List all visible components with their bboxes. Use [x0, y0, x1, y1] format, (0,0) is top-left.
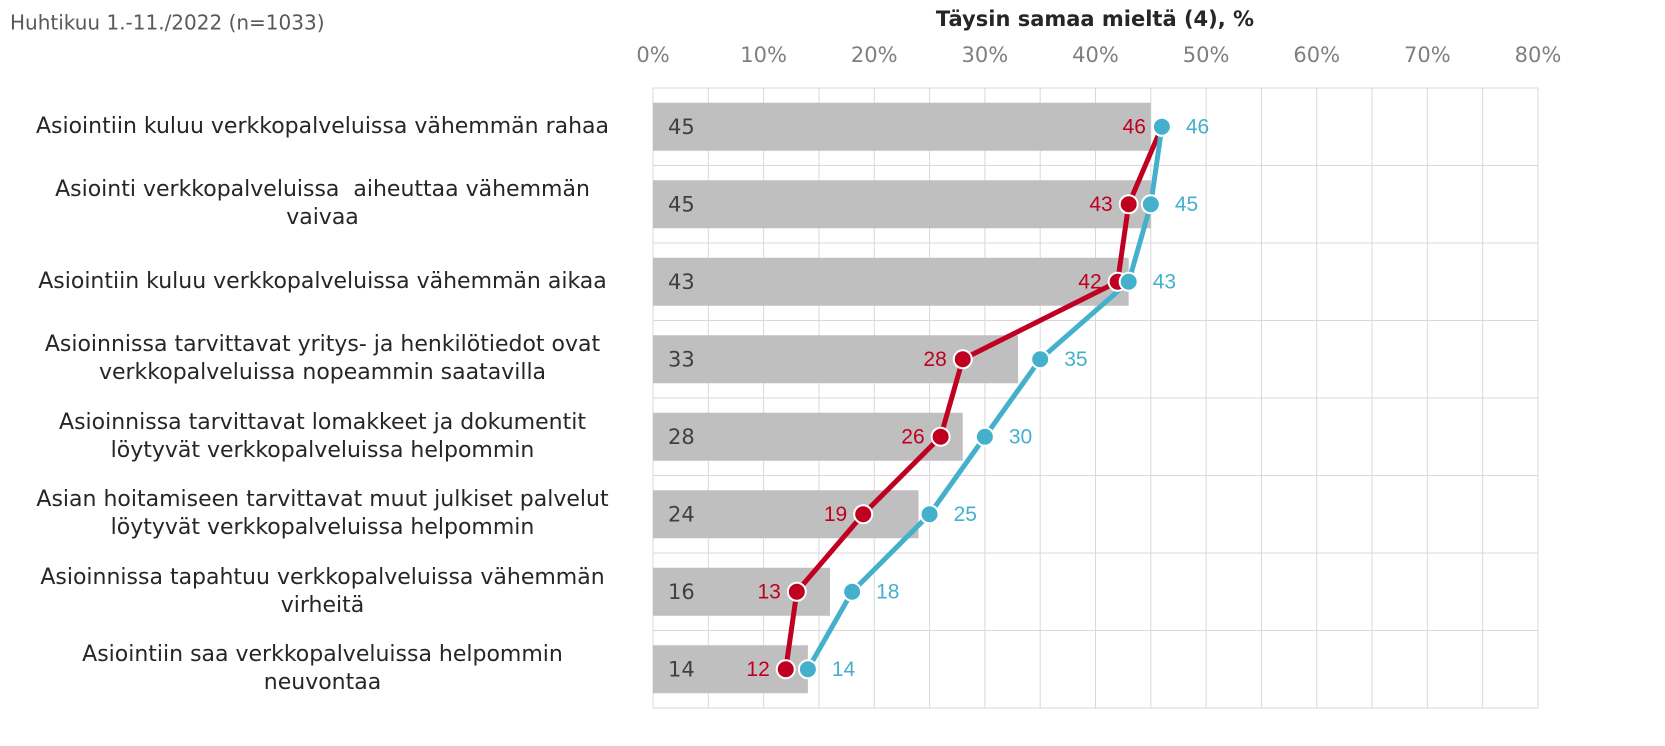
series-point — [853, 504, 874, 525]
category-label: Asioinnissa tarvittavat lomakkeet ja dok… — [59, 409, 586, 463]
point-label: 12 — [746, 658, 769, 681]
bar — [653, 102, 1151, 151]
point-label: 28 — [923, 348, 946, 371]
bar-value-label: 45 — [668, 192, 695, 216]
bar — [653, 180, 1151, 229]
axis-title: Täysin samaa mieltä (4), % — [936, 7, 1254, 31]
series-point — [775, 659, 796, 680]
category-label: Asioinnissa tarvittavat yritys- ja henki… — [44, 332, 601, 386]
category-label: Asian hoitamiseen tarvittavat muut julki… — [36, 487, 609, 541]
series-point — [842, 581, 863, 602]
bar-value-label: 45 — [668, 115, 695, 139]
series-point — [1140, 194, 1161, 215]
x-tick-label: 30% — [962, 43, 1009, 67]
point-label: 43 — [1089, 193, 1112, 216]
point-label: 14 — [832, 658, 856, 681]
x-tick-label: 60% — [1293, 43, 1340, 67]
bar-value-label: 14 — [668, 657, 695, 681]
point-label: 18 — [876, 580, 899, 603]
point-label: 45 — [1175, 193, 1198, 216]
category-label: Asiointiin kuluu verkkopalveluissa vähem… — [38, 268, 607, 294]
bar-value-label: 33 — [668, 347, 695, 371]
series-point — [930, 426, 951, 447]
bar-value-label: 28 — [668, 425, 695, 449]
series-point — [1030, 349, 1051, 370]
series-point — [1118, 194, 1139, 215]
series-point — [952, 349, 973, 370]
series-point — [919, 504, 940, 525]
point-label: 42 — [1078, 270, 1101, 293]
point-label: 30 — [1009, 425, 1032, 448]
bar — [653, 257, 1129, 306]
bar — [653, 490, 919, 539]
point-label: 46 — [1123, 115, 1146, 138]
series-point — [974, 426, 995, 447]
category-label: Asiointiin kuluu verkkopalveluissa vähem… — [35, 113, 610, 139]
x-tick-label: 80% — [1515, 43, 1562, 67]
category-label: Asiointiin saa verkkopalveluissa helpomm… — [82, 642, 563, 696]
bar-value-label: 24 — [668, 502, 695, 526]
x-tick-label: 50% — [1183, 43, 1230, 67]
series-point — [1151, 116, 1172, 137]
point-label: 19 — [824, 503, 847, 526]
point-label: 26 — [901, 425, 924, 448]
point-label: 35 — [1064, 348, 1087, 371]
series-point — [786, 581, 807, 602]
x-tick-label: 10% — [740, 43, 787, 67]
point-label: 13 — [757, 580, 780, 603]
x-tick-label: 40% — [1072, 43, 1119, 67]
x-tick-label: 20% — [851, 43, 898, 67]
point-label: 25 — [954, 503, 977, 526]
series-line — [805, 126, 1165, 671]
bar-value-label: 43 — [668, 270, 695, 294]
x-tick-label: 70% — [1404, 43, 1451, 67]
subtitle: Huhtikuu 1.-11./2022 (n=1033) — [10, 11, 325, 35]
bar — [653, 412, 963, 461]
series-point — [797, 659, 818, 680]
x-tick-label: 0% — [636, 43, 669, 67]
series-point — [1118, 271, 1139, 292]
point-label: 43 — [1153, 270, 1176, 293]
point-label: 46 — [1186, 115, 1209, 138]
bar-value-label: 16 — [668, 580, 695, 604]
series-line — [783, 125, 1165, 670]
category-label: Asiointi verkkopalveluissa aiheuttaa väh… — [55, 177, 590, 231]
category-label: Asioinnissa tapahtuu verkkopalveluissa v… — [40, 564, 605, 618]
